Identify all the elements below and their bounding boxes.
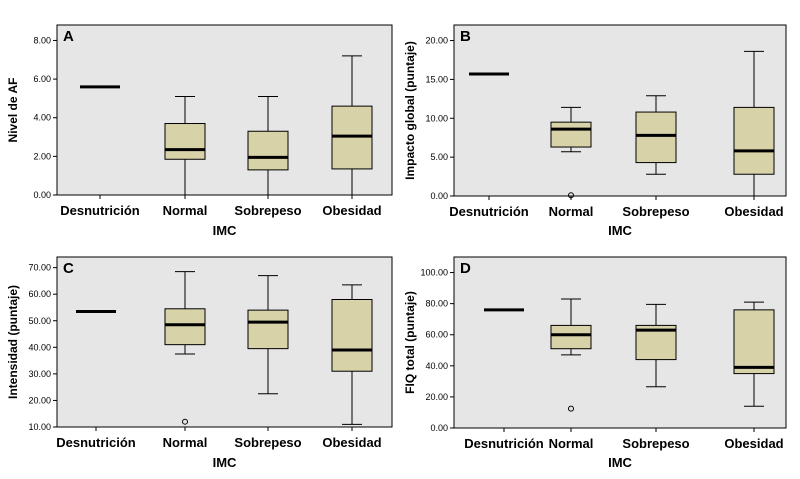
panel-c: 10.00 20.00 30.00 40.00 50.00 60.00 70.00 Desnu… — [6, 256, 393, 470]
iqr-box — [733, 309, 775, 375]
y-tick-label: 15.00 — [425, 74, 448, 84]
category-label: Obesidad — [322, 203, 381, 218]
panel-letter: B — [460, 28, 471, 45]
x-axis-title: IMC — [213, 223, 237, 238]
y-tick-label: 0.00 — [430, 423, 448, 433]
iqr-box — [247, 309, 289, 350]
box-sobrepeso — [247, 275, 289, 395]
y-tick-label: 40.00 — [425, 361, 448, 371]
y-axis-title: Nivel de AF — [6, 78, 20, 143]
y-tick-label: 100.00 — [420, 268, 448, 278]
panel-a: 0.00 2.00 4.00 6.00 8.00 Desnutrición Normal So… — [6, 24, 393, 238]
category-label: Desnutrición — [56, 435, 136, 450]
y-tick-label: 40.00 — [28, 342, 51, 352]
x-axis-title: IMC — [213, 455, 237, 470]
box-normal — [164, 95, 206, 196]
iqr-box — [164, 123, 206, 160]
y-tick-label: 4.00 — [33, 113, 51, 123]
box-obesidad — [331, 284, 373, 425]
iqr-box — [550, 324, 592, 350]
panel-b: 0.00 5.00 10.00 15.00 20.00 Desnutrición Norma… — [403, 24, 787, 238]
category-label: Obesidad — [724, 436, 783, 451]
category-label: Obesidad — [724, 204, 783, 219]
box-sobrepeso — [247, 95, 289, 196]
y-tick-label: 20.00 — [425, 36, 448, 46]
iqr-box — [635, 111, 677, 164]
box-sobrepeso — [635, 95, 677, 175]
y-axis-title: Impacto global (puntaje) — [403, 41, 417, 180]
iqr-box — [331, 299, 373, 372]
x-axis-title: IMC — [608, 223, 632, 238]
panel-letter: D — [460, 260, 471, 277]
y-tick-label: 20.00 — [425, 392, 448, 402]
category-label: Obesidad — [322, 435, 381, 450]
iqr-box — [733, 106, 775, 175]
panel-letter: C — [63, 260, 74, 277]
box-obesidad — [331, 55, 373, 196]
category-label: Normal — [549, 204, 594, 219]
iqr-box — [164, 308, 206, 346]
panel-d: 0.00 20.00 40.00 60.00 80.00 100.00 Desnutrici… — [403, 256, 787, 470]
box-obesidad — [733, 50, 775, 197]
category-label: Sobrepeso — [234, 203, 301, 218]
y-tick-label: 80.00 — [425, 299, 448, 309]
outlier-point — [568, 405, 574, 412]
box-normal — [550, 298, 592, 412]
outlier-point — [182, 418, 188, 425]
y-axis-title: Intensidad (puntaje) — [6, 285, 20, 399]
y-tick-label: 0.00 — [430, 191, 448, 201]
category-label: Sobrepeso — [622, 436, 689, 451]
y-tick-label: 0.00 — [33, 190, 51, 200]
box-normal — [164, 271, 206, 425]
iqr-box — [247, 130, 289, 171]
y-tick-label: 50.00 — [28, 316, 51, 326]
outlier-point — [568, 192, 574, 199]
iqr-box — [550, 121, 592, 148]
plot-area — [453, 24, 787, 197]
category-label: Desnutrición — [449, 204, 529, 219]
y-tick-label: 2.00 — [33, 151, 51, 161]
y-tick-label: 10.00 — [425, 113, 448, 123]
y-tick-label: 20.00 — [28, 395, 51, 405]
category-label: Desnutrición — [464, 436, 544, 451]
y-tick-label: 6.00 — [33, 74, 51, 84]
y-tick-label: 70.00 — [28, 263, 51, 273]
category-label: Desnutrición — [60, 203, 140, 218]
panel-letter: A — [63, 28, 74, 45]
box-sobrepeso — [635, 303, 677, 388]
y-axis-title: FIQ total (puntaje) — [403, 291, 417, 394]
box-obesidad — [733, 301, 775, 407]
y-tick-label: 10.00 — [28, 422, 51, 432]
y-tick-label: 30.00 — [28, 369, 51, 379]
y-tick-label: 60.00 — [28, 289, 51, 299]
category-label: Sobrepeso — [234, 435, 301, 450]
x-axis-title: IMC — [608, 455, 632, 470]
y-tick-label: 60.00 — [425, 330, 448, 340]
y-tick-label: 5.00 — [430, 152, 448, 162]
category-label: Normal — [163, 203, 208, 218]
category-label: Sobrepeso — [622, 204, 689, 219]
y-tick-label: 8.00 — [33, 35, 51, 45]
category-label: Normal — [163, 435, 208, 450]
box-normal — [550, 106, 592, 199]
plot-area — [453, 256, 787, 429]
category-label: Normal — [549, 436, 594, 451]
